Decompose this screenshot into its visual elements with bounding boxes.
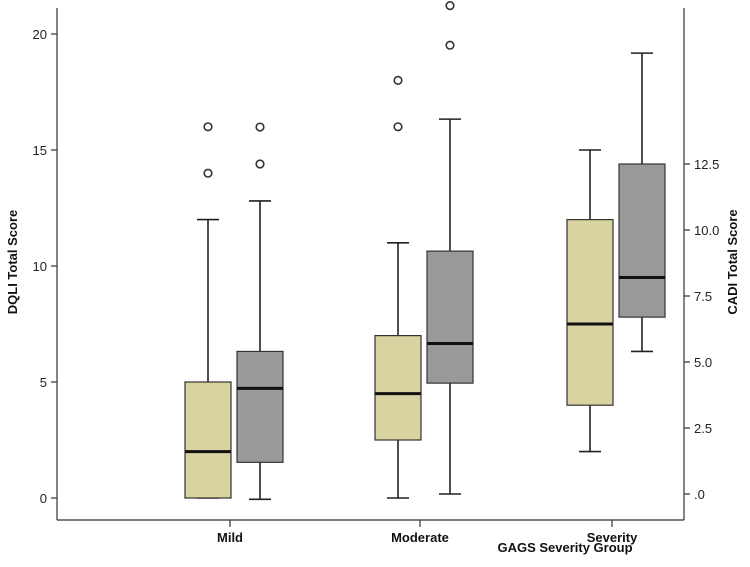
right-y-tick-label: 10.0: [694, 223, 719, 238]
box-moderate-cadi: [426, 0, 474, 495]
outlier-point: [203, 122, 213, 132]
box-rect: [618, 163, 666, 318]
right-y-tick-label: 5.0: [694, 355, 712, 370]
box-rect: [426, 250, 474, 384]
left-y-tick-label: 0: [40, 491, 47, 506]
left-y-tick-label: 15: [33, 143, 47, 158]
right-y-tick-label: 12.5: [694, 157, 719, 172]
outlier-point: [445, 0, 455, 11]
outlier-point: [255, 159, 265, 169]
left-y-tick-label: 5: [40, 375, 47, 390]
x-category-label: Mild: [217, 530, 243, 545]
box-rect: [184, 381, 232, 499]
left-y-tick-label: 20: [33, 27, 47, 42]
box-mild-dqli: [184, 122, 232, 499]
right-y-tick-label: .0: [694, 487, 705, 502]
outlier-point: [203, 168, 213, 178]
outlier-point: [393, 122, 403, 132]
axes-layer: [56, 8, 685, 521]
x-category-label: Moderate: [391, 530, 449, 545]
box-rect: [566, 219, 614, 406]
right-y-tick-label: 7.5: [694, 289, 712, 304]
x-category-label: Severity: [587, 530, 638, 545]
box-mild-cadi: [236, 122, 284, 501]
outlier-point: [393, 75, 403, 85]
labels-layer: GAGS Severity Group DQLI Total Score CAD…: [5, 209, 740, 555]
right-y-axis-title: CADI Total Score: [725, 209, 740, 314]
box-moderate-dqli: [374, 75, 422, 499]
left-y-tick-label: 10: [33, 259, 47, 274]
outlier-point: [255, 122, 265, 132]
box-severity-cadi: [618, 52, 666, 353]
box-severity-dqli: [566, 149, 614, 453]
box-rect: [374, 335, 422, 441]
box-rect: [236, 350, 284, 463]
x-axis-title: GAGS Severity Group: [497, 540, 632, 555]
outlier-point: [445, 40, 455, 50]
boxes-layer: [184, 0, 666, 501]
right-y-tick-label: 2.5: [694, 421, 712, 436]
left-y-axis-title: DQLI Total Score: [5, 210, 20, 315]
ticks-layer: 0 5 10 15 20 .0 2.5 5.0 7.5 10.0 12.5: [33, 27, 719, 527]
